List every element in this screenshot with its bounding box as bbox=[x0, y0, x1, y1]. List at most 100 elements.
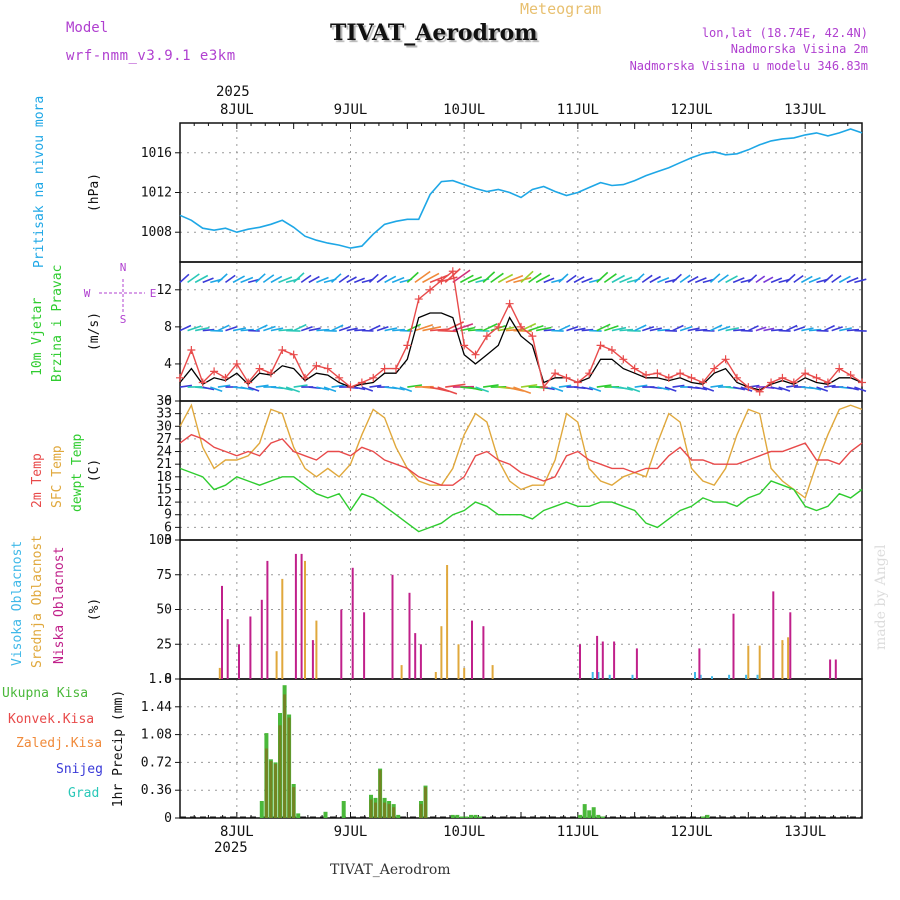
wind-speed-marker-11 bbox=[301, 373, 310, 382]
wind-barb-r0-67 bbox=[687, 275, 699, 284]
wind-barb-r0-57 bbox=[611, 274, 625, 284]
wind-barb-r1-60 bbox=[634, 324, 647, 332]
wind-barb-r1-28 bbox=[392, 328, 405, 332]
wind-barb-r1-7 bbox=[232, 327, 247, 332]
day-label-bottom-0: 8JUL bbox=[220, 824, 254, 840]
precip-total-bar-25 bbox=[473, 814, 478, 818]
cloud-bar-0-45 bbox=[756, 674, 759, 679]
wind-barb-r0-86 bbox=[831, 274, 842, 284]
cloud-bar-2-37 bbox=[613, 641, 616, 679]
wind-barb-r0-18 bbox=[316, 276, 329, 284]
wind-barb-r0-20 bbox=[331, 273, 342, 283]
cloud-bar-2-34 bbox=[579, 644, 581, 680]
wind-barb-r1-42 bbox=[498, 326, 515, 332]
wind-barb-r2-68 bbox=[695, 386, 708, 391]
ytick-label-temperature-7: 24 bbox=[156, 445, 172, 460]
wind-barb-r1-2 bbox=[194, 326, 210, 332]
day-label-bottom-2: 10JUL bbox=[443, 824, 485, 840]
wind-speed-marker-55 bbox=[801, 369, 810, 378]
precip-conv-bar-16 bbox=[392, 807, 396, 818]
wind-barb-r1-0 bbox=[179, 324, 192, 332]
wind-speed-marker-54 bbox=[789, 378, 798, 387]
wind-barb-r2-64 bbox=[664, 386, 677, 392]
wind-speed-marker-12 bbox=[312, 361, 321, 370]
wind-barb-r1-13 bbox=[278, 328, 293, 332]
wind-barb-r0-10 bbox=[255, 273, 266, 283]
precip-total-bar-21 bbox=[455, 814, 460, 818]
wind-barb-r1-65 bbox=[672, 324, 684, 332]
cloud-bar-1-24 bbox=[434, 672, 437, 679]
ytick-label-temperature-5: 18 bbox=[156, 470, 172, 485]
wind-barb-r2-65 bbox=[672, 384, 685, 388]
meteogram-label: Meteogram bbox=[520, 0, 602, 18]
wind-barb-r0-82 bbox=[800, 275, 813, 284]
wind-barb-r0-0 bbox=[179, 273, 190, 283]
wind-barb-r0-41 bbox=[490, 272, 504, 284]
wind-speed-marker-58 bbox=[835, 364, 844, 373]
cloud-bar-0-37 bbox=[608, 674, 611, 679]
wind-barb-r1-70 bbox=[710, 324, 723, 332]
wind-speed-marker-47 bbox=[710, 364, 719, 373]
precip-legend-hail: Grad bbox=[68, 786, 100, 801]
day-label-top-0: 8JUL bbox=[220, 102, 254, 118]
wind-barb-r0-46 bbox=[528, 272, 542, 284]
wind-barb-r1-21 bbox=[338, 326, 351, 332]
wind-barb-r1-46 bbox=[528, 324, 544, 332]
wind-barb-r1-6 bbox=[225, 326, 238, 332]
wind-barb-r0-17 bbox=[308, 275, 320, 284]
precip-total-bar-22 bbox=[459, 816, 464, 818]
precip-total-bar-9 bbox=[323, 811, 328, 818]
frame-pressure bbox=[179, 122, 863, 263]
pressure-line bbox=[179, 128, 863, 249]
wind-barb-r2-83 bbox=[808, 386, 822, 391]
wind-barb-r0-1 bbox=[187, 273, 200, 284]
wind-speed-marker-18 bbox=[380, 364, 389, 373]
wind-barb-r1-83 bbox=[808, 328, 822, 332]
wind-barb-r1-15 bbox=[293, 323, 307, 332]
cloud-bar-2-38 bbox=[635, 648, 638, 679]
wind-barb-r0-44 bbox=[513, 276, 532, 284]
wind-barb-r0-31 bbox=[414, 270, 431, 284]
wind-barb-r1-79 bbox=[778, 329, 791, 332]
wind-barb-r0-42 bbox=[497, 273, 514, 284]
wind-barb-r0-52 bbox=[573, 276, 585, 284]
ytick-label-clouds-4: 100 bbox=[149, 533, 172, 548]
wind-barb-r1-76 bbox=[755, 326, 767, 332]
temp-dewpt-line bbox=[179, 467, 863, 533]
cloud-bar-1-7 bbox=[281, 578, 284, 679]
wind-barb-r0-15 bbox=[293, 272, 305, 283]
wind-barb-r0-66 bbox=[679, 274, 691, 284]
wind-speed-marker-57 bbox=[823, 378, 832, 387]
cloud-bar-2-0 bbox=[221, 585, 223, 679]
ylabel-wind: (m/s) bbox=[87, 312, 102, 351]
ytick-label-temperature-2: 9 bbox=[164, 508, 172, 523]
cloud-bar-1-31 bbox=[491, 665, 494, 679]
wind-barb-r2-70 bbox=[710, 384, 724, 388]
cloud-bar-2-22 bbox=[414, 633, 417, 679]
cloud-bar-2-23 bbox=[419, 644, 422, 680]
ytick-label-precip-1: 0.36 bbox=[141, 783, 172, 798]
precip-conv-bar-6 bbox=[287, 717, 291, 818]
footer-station: TIVAT_Aerodrom bbox=[330, 862, 451, 878]
wind-speed-marker-4 bbox=[221, 373, 230, 382]
wind-barb-r2-50 bbox=[558, 384, 572, 388]
precip-legend-conv: Konvek.Kisa bbox=[8, 712, 95, 727]
wind-barb-r1-48 bbox=[543, 328, 555, 332]
wind-barb-r2-55 bbox=[596, 384, 612, 388]
ylabel-clouds: (%) bbox=[87, 598, 102, 621]
ylabel-pressure: (hPa) bbox=[87, 173, 102, 212]
precip-total-bar-10 bbox=[341, 801, 346, 818]
wind-speed-marker-52 bbox=[767, 378, 776, 387]
compass-icon bbox=[99, 279, 145, 313]
wind-barb-r0-47 bbox=[535, 274, 551, 284]
wind-barb-r0-73 bbox=[732, 277, 745, 284]
wind-barb-r0-13 bbox=[278, 276, 293, 284]
wind-speed-marker-35 bbox=[573, 378, 582, 387]
wind-speed-marker-24 bbox=[448, 267, 457, 276]
cloud-bar-1-20 bbox=[400, 665, 403, 679]
wind-barb-r1-64 bbox=[664, 329, 678, 332]
wind-barb-r2-60 bbox=[634, 384, 648, 388]
wind-barb-r2-45 bbox=[520, 384, 538, 388]
cloud-bar-2-4 bbox=[260, 599, 263, 679]
